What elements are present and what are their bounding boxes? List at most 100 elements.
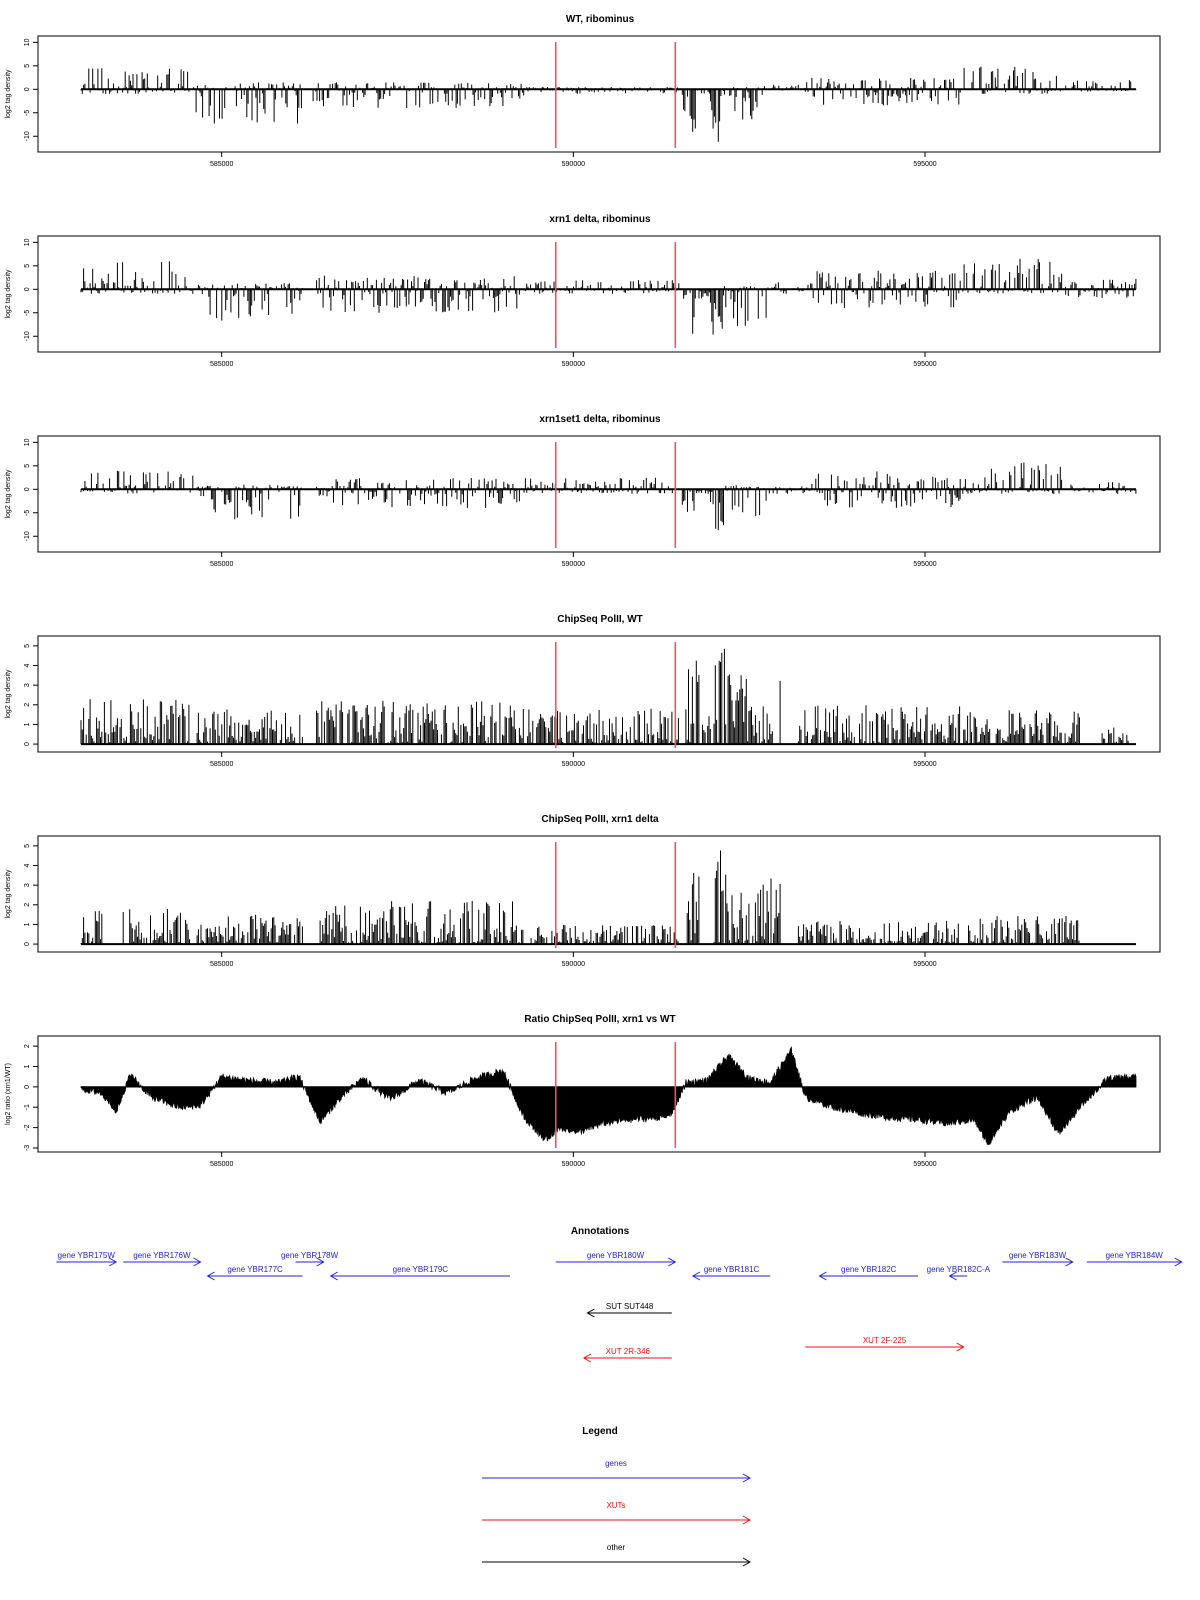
signal-segment [1101,727,1129,745]
arrow-head [742,1515,752,1525]
y-tick-label: 2 [24,703,31,707]
x-tick-label: 595000 [913,761,936,768]
legend-entry: genes [482,1459,752,1483]
signal-bars [316,275,520,313]
arrow-head [668,1257,677,1267]
signal-segment [766,282,804,294]
arrow-head [691,1271,701,1281]
panel-title: ChipSeq PolII, xrn1 delta [541,814,659,825]
signal-segment [724,286,767,326]
annotation-label: XUT 2R-346 [606,1347,651,1356]
arrow-head [586,1308,595,1318]
y-tick-label: 0 [24,742,31,746]
y-axis-label: log2 tag density [5,869,12,919]
signal-segment [968,916,1080,945]
x-tick-label: 595000 [913,561,936,568]
signal-bars [695,289,710,299]
y-tick-label: 5 [24,464,31,468]
x-tick-label: 595000 [913,1161,936,1168]
signal-bars [530,925,679,945]
signal-segment [710,489,724,531]
y-tick-label: 0 [24,487,31,491]
x-tick-label: 585000 [210,161,233,168]
annotation-label: gene YBR184W [1106,1251,1164,1260]
arrow-head [1065,1257,1074,1267]
signal-segment [681,489,696,512]
y-tick-label: 3 [24,883,31,887]
x-tick-label: 595000 [913,361,936,368]
signal-segment [316,275,520,313]
signal-bars [724,87,763,120]
signal-segment [685,873,700,945]
annotation-label: gene YBR181C [704,1265,760,1274]
track-panel-5: ChipSeq PolII, xrn1 delta 0 1 2 3 4 5 log2 tag … [5,814,1161,968]
data-series [80,850,1136,946]
y-tick-label: -5 [24,310,31,316]
signal-segment [797,705,961,745]
signal-bars [963,710,1080,745]
legend-entry: other [482,1543,752,1567]
signal-segment [196,709,303,745]
y-tick-label: 2 [24,1044,31,1048]
ratio-area [80,1046,1137,1146]
signal-bars [804,77,960,106]
signal-segment [681,89,696,132]
signal-segment [685,660,700,745]
data-series [80,66,1137,142]
data-series [80,1046,1137,1146]
annotation-feature: gene YBR180W [555,1251,677,1267]
signal-bars [797,705,961,745]
signal-segment [523,280,680,294]
signal-bars [685,873,700,945]
y-tick-label: 1 [24,922,31,926]
plot-frame [37,235,1161,353]
y-tick-label: 5 [24,264,31,268]
y-tick-label: 1 [24,1064,31,1068]
signal-bars [959,258,1066,294]
annotation-feature: gene YBR181C [691,1265,771,1281]
panel-title: ChipSeq PolII, WT [557,614,643,625]
signal-bars [710,289,724,335]
signal-segment [713,850,728,945]
signal-segment [797,920,961,945]
annotation-feature: gene YBR178W [281,1251,339,1267]
annotations-panel: Annotations gene YBR175W gene YBR176Wgene… [56,1226,1183,1363]
annotation-label: gene YBR179C [393,1265,449,1274]
signal-bars [681,489,696,512]
signal-bars [727,674,781,745]
y-tick-label: 0 [24,87,31,91]
panel-title: WT, ribominus [566,14,635,25]
legend-label: genes [605,1459,627,1468]
y-tick-label: 1 [24,722,31,726]
annotation-label: XUT 2F-225 [863,1336,907,1345]
annotation-label: gene YBR182C [841,1265,897,1274]
data-series [80,462,1137,531]
signal-segment [523,87,680,94]
signal-bars [681,89,696,132]
signal-segment [710,89,724,142]
legend-label: other [607,1543,626,1552]
annotation-feature: gene YBR176W [123,1251,202,1267]
signal-bars [122,909,190,945]
annotation-label: gene YBR177C [227,1265,283,1274]
legend-entry: XUTs [482,1501,752,1525]
signal-bars [710,489,724,531]
track-panel-2: xrn1 delta, ribominus -10 -5 0 5 10 log2 tag d… [5,214,1161,368]
annotation-label: gene YBR175W [58,1251,116,1260]
arrow-head [956,1342,965,1352]
signal-bars [523,280,680,294]
track-panel-1: WT, ribominus -10 -5 0 5 10 log2 tag density 58… [5,14,1161,168]
signal-segment [523,477,680,494]
arrow-head [316,1257,325,1267]
y-axis-label: log2 tag density [5,69,12,119]
arrow-head [193,1257,202,1267]
signal-segment [80,699,190,745]
y-tick-label: -5 [24,510,31,516]
signal-bars [968,916,1080,945]
annotation-feature: gene YBR182C-A [927,1265,991,1281]
y-tick-label: 5 [24,644,31,648]
signal-bars [312,82,525,108]
y-tick-label: 5 [24,64,31,68]
